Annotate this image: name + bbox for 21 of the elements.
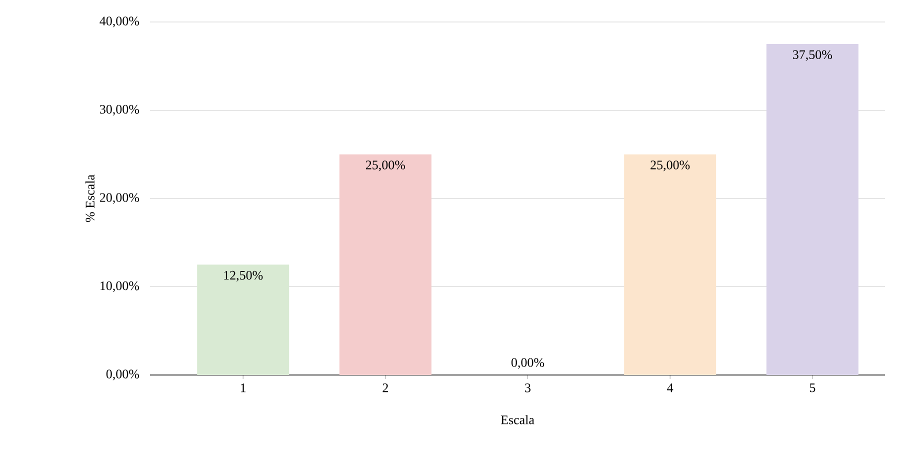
bar xyxy=(766,44,858,375)
x-tick-label: 1 xyxy=(240,384,246,392)
y-tick-label: 40,00% xyxy=(100,16,140,28)
x-tick-label: 3 xyxy=(525,384,531,392)
data-label: 0,00% xyxy=(511,358,544,369)
x-tick-label: 5 xyxy=(810,384,816,392)
data-label: 25,00% xyxy=(650,160,690,172)
bar xyxy=(624,154,716,375)
bar xyxy=(197,264,290,375)
x-tick-label: 4 xyxy=(667,384,674,392)
data-label: 12,50% xyxy=(224,270,263,282)
data-label: 37,50% xyxy=(793,50,832,61)
y-tick-label: 30,00% xyxy=(100,104,140,116)
x-axis-title: Escala xyxy=(500,415,534,424)
x-tick-label: 2 xyxy=(382,384,388,392)
bar xyxy=(339,154,432,375)
y-tick-label: 10,00% xyxy=(100,281,140,292)
y-axis-title: % Escala xyxy=(85,174,95,222)
y-tick-label: 20,00% xyxy=(100,193,140,204)
y-tick-label: 0,00% xyxy=(106,370,140,380)
data-label: 25,00% xyxy=(366,160,406,172)
